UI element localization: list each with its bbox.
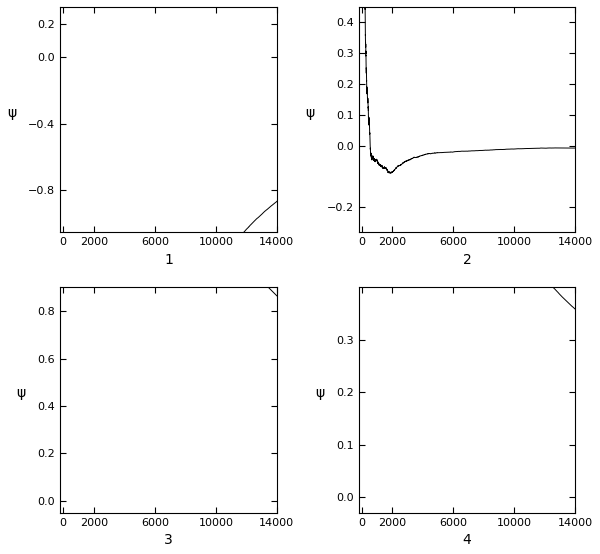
Y-axis label: ψ: ψ xyxy=(7,106,16,120)
X-axis label: 3: 3 xyxy=(164,533,173,547)
X-axis label: 1: 1 xyxy=(164,253,173,266)
Y-axis label: ψ: ψ xyxy=(16,386,25,400)
Y-axis label: ψ: ψ xyxy=(305,106,314,120)
X-axis label: 2: 2 xyxy=(463,253,472,266)
X-axis label: 4: 4 xyxy=(463,533,472,547)
Y-axis label: ψ: ψ xyxy=(315,386,324,400)
